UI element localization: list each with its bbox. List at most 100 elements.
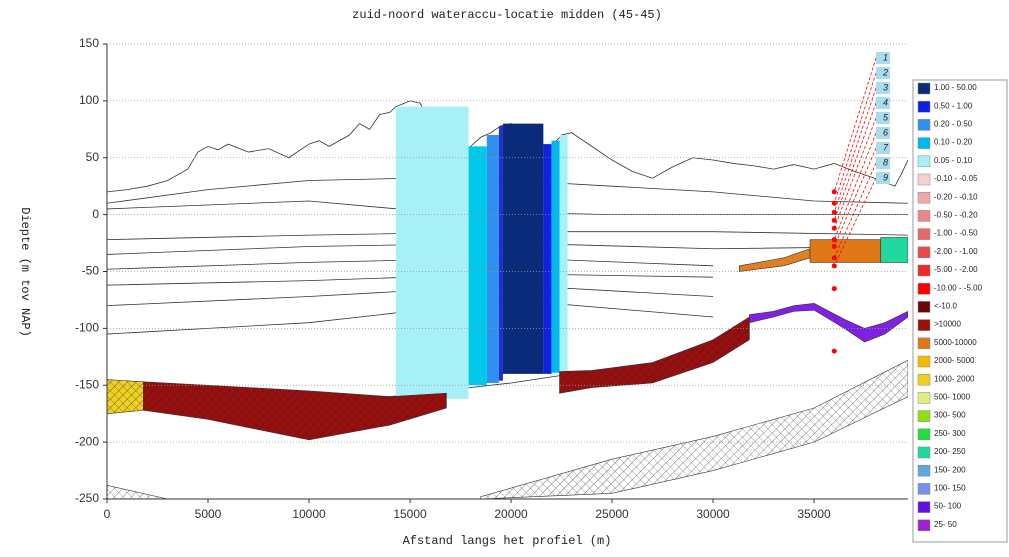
well-point xyxy=(831,263,837,269)
well-label-box xyxy=(876,142,890,154)
legend-swatch xyxy=(917,392,931,404)
legend-swatch xyxy=(917,519,931,532)
well-label: 3 xyxy=(883,82,888,92)
legend-swatch xyxy=(917,301,931,313)
legend-swatch xyxy=(917,82,931,95)
legend-label: 150- 200 xyxy=(934,465,966,474)
x-tick-label: 30000 xyxy=(696,507,730,521)
legend-swatch xyxy=(917,210,931,222)
legend-swatch xyxy=(917,228,931,240)
column xyxy=(502,123,544,374)
well-trace xyxy=(833,57,877,192)
y-tick-label: -250 xyxy=(75,491,99,505)
layer-hatch xyxy=(143,381,447,440)
legend-label: 50- 100 xyxy=(934,502,962,511)
well-point xyxy=(831,243,837,249)
well-trace xyxy=(833,132,877,240)
well-trace xyxy=(833,162,877,259)
y-tick-label: -100 xyxy=(75,321,99,335)
y-tick-label: -200 xyxy=(75,434,99,448)
chart-title: zuid-noord wateraccu-locatie midden (45-… xyxy=(352,8,662,22)
legend-swatch xyxy=(917,173,931,186)
legend-label: -1.00 - -0.50 xyxy=(934,229,978,238)
well-label: 5 xyxy=(883,112,889,122)
well-label-box xyxy=(876,67,890,79)
x-tick-label: 5000 xyxy=(195,507,222,521)
well-label-box xyxy=(876,97,890,109)
layer-area xyxy=(749,303,908,343)
legend-label: -10.00 - -5.00 xyxy=(934,283,983,292)
legend-label: 0.50 - 1.00 xyxy=(934,101,973,110)
well-label-box xyxy=(876,157,890,169)
legend-label: -5.00 - -2.00 xyxy=(934,265,978,274)
well-label-box xyxy=(876,172,890,184)
y-tick-label: -50 xyxy=(82,264,100,278)
well-label: 6 xyxy=(883,127,888,137)
column xyxy=(468,146,487,386)
x-tick-label: 10000 xyxy=(292,507,326,521)
well-point xyxy=(831,255,837,261)
layer-area xyxy=(739,248,811,272)
well-point xyxy=(831,200,837,206)
well-point xyxy=(831,189,837,195)
column xyxy=(543,144,552,374)
well-label: 7 xyxy=(883,142,889,152)
well-label: 4 xyxy=(883,97,888,107)
legend-swatch xyxy=(917,100,931,113)
legend-swatch xyxy=(917,464,931,477)
layer-area xyxy=(480,359,908,499)
legend-label: 100- 150 xyxy=(934,484,966,493)
legend-label: 0.20 - 0.50 xyxy=(934,120,973,129)
legend-label: -2.00 - -1.00 xyxy=(934,247,978,256)
legend-swatch xyxy=(917,319,931,331)
well-trace xyxy=(833,177,877,266)
legend-label: 0.10 - 0.20 xyxy=(934,138,973,147)
plot-area xyxy=(107,57,908,499)
x-tick-label: 0 xyxy=(104,507,111,521)
column xyxy=(551,140,560,373)
legend-swatch xyxy=(917,119,931,131)
well-trace xyxy=(833,72,877,204)
well-label-box xyxy=(876,52,890,64)
legend-label: >10000 xyxy=(934,320,961,329)
legend-swatch xyxy=(917,264,931,277)
legend-label: 200- 250 xyxy=(934,447,966,456)
legend-label: 300- 500 xyxy=(934,411,966,420)
legend-swatch xyxy=(917,428,931,441)
well-trace xyxy=(833,102,877,221)
well-point xyxy=(831,237,837,243)
legend: 1.00 - 50.00 0.50 - 1.00 0.20 - 0.50 0.10 -… xyxy=(912,79,1008,543)
well-label: 9 xyxy=(883,172,888,182)
layer-hatch xyxy=(107,485,168,499)
well-label: 2 xyxy=(882,67,888,77)
x-tick-label: 25000 xyxy=(595,507,629,521)
layer-area xyxy=(880,237,908,263)
well-label: 8 xyxy=(883,157,888,167)
legend-label: -0.10 - -0.05 xyxy=(934,174,978,183)
well-label: 1 xyxy=(883,52,888,62)
legend-swatch xyxy=(917,446,931,459)
legend-swatch xyxy=(917,483,931,495)
legend-swatch xyxy=(917,137,931,149)
legend-swatch xyxy=(917,337,931,350)
x-tick-label: 20000 xyxy=(494,507,528,521)
well-trace xyxy=(833,87,877,213)
legend-swatch xyxy=(917,410,931,422)
layer-hatch xyxy=(480,360,908,499)
column xyxy=(559,135,568,372)
legend-swatch xyxy=(917,282,931,295)
legend-swatch xyxy=(917,355,931,368)
legend-swatch xyxy=(917,155,931,168)
legend-label: 5000-10000 xyxy=(934,338,977,347)
well-point xyxy=(831,217,837,223)
legend-label: 500- 1000 xyxy=(934,393,971,402)
legend-swatch xyxy=(917,246,931,259)
legend-label: 1.00 - 50.00 xyxy=(934,83,977,92)
x-tick-label: 35000 xyxy=(797,507,831,521)
legend-label: <-10.0 xyxy=(934,302,957,311)
well-trace xyxy=(833,147,877,247)
y-tick-label: 50 xyxy=(86,150,100,164)
